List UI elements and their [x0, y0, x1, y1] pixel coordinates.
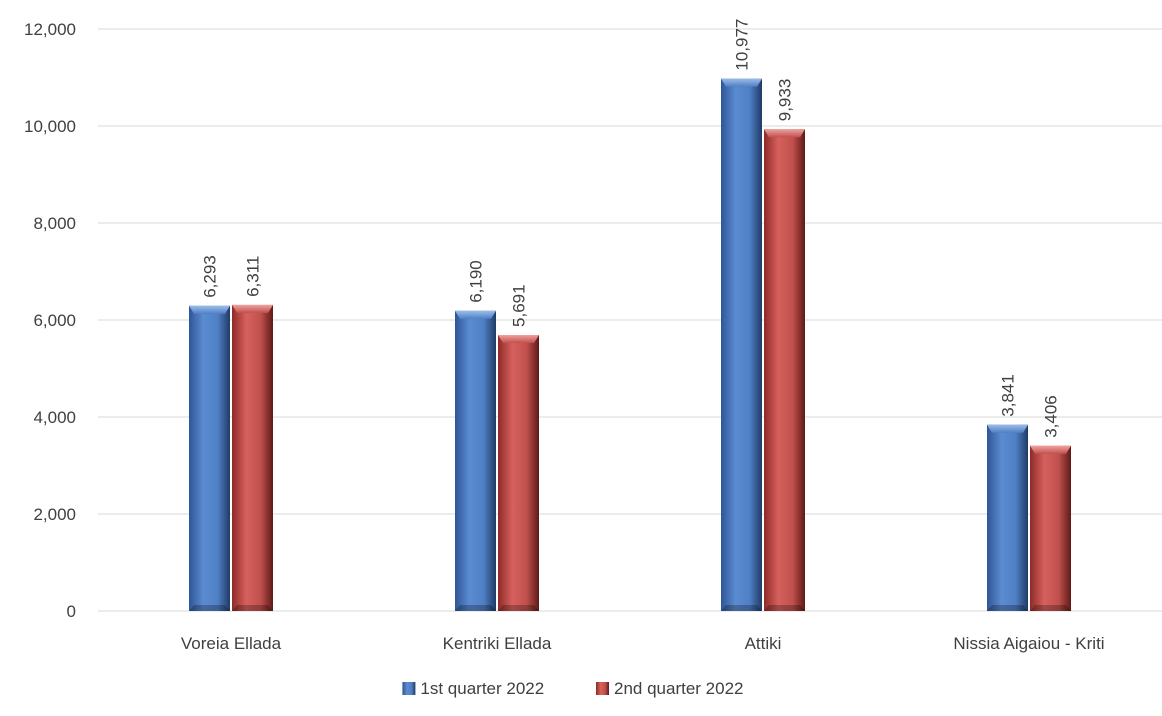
y-tick-label: 2,000 — [33, 505, 76, 524]
y-tick-label: 6,000 — [33, 311, 76, 330]
bar-bevel-top — [455, 311, 496, 319]
bar-bevel-bottom — [189, 605, 230, 611]
data-label: 6,293 — [201, 255, 220, 298]
data-label: 3,406 — [1042, 395, 1061, 438]
data-label: 5,691 — [510, 284, 529, 327]
y-axis-ticks: 0 2,000 4,000 6,000 8,000 10,000 12,000 — [24, 20, 76, 621]
bar-q2 — [498, 335, 539, 611]
y-tick-label: 10,000 — [24, 117, 76, 136]
data-label: 6,190 — [467, 260, 486, 303]
bar-bevel-top — [987, 425, 1028, 433]
bar-bevel-top — [189, 306, 230, 314]
data-label: 10,977 — [733, 19, 752, 71]
legend-label: 1st quarter 2022 — [420, 679, 544, 698]
y-tick-label: 4,000 — [33, 408, 76, 427]
bar-q2 — [1030, 446, 1071, 611]
bar-bevel-bottom — [232, 605, 273, 611]
bar-bevel-bottom — [498, 605, 539, 611]
legend-swatch-q1 — [402, 682, 415, 695]
data-label: 3,841 — [999, 374, 1018, 417]
bar-q2 — [232, 305, 273, 611]
bar-bevel-bottom — [455, 605, 496, 611]
bar-bevel-bottom — [1030, 605, 1071, 611]
data-label: 9,933 — [776, 79, 795, 122]
legend: 1st quarter 2022 2nd quarter 2022 — [402, 679, 743, 698]
bar-bevel-bottom — [764, 605, 805, 611]
bar-q1 — [721, 79, 762, 611]
legend-label: 2nd quarter 2022 — [614, 679, 744, 698]
bar-bevel-top — [498, 335, 539, 343]
x-axis-ticks: Voreia Ellada Kentriki Ellada Attiki Nissia… — [181, 634, 1105, 653]
legend-swatch-q2 — [596, 682, 609, 695]
x-tick-label: Nissia Aigaiou - Kriti — [953, 634, 1104, 653]
x-tick-label: Attiki — [745, 634, 782, 653]
bar-bevel-top — [721, 79, 762, 87]
bar-bevel-bottom — [721, 605, 762, 611]
data-labels: 6,293 6,311 6,190 5,691 10,977 9,933 3,841 3,40… — [201, 19, 1061, 438]
bar-q1 — [189, 306, 230, 611]
y-tick-label: 0 — [67, 602, 76, 621]
bar-bevel-top — [764, 129, 805, 137]
bar-bevel-top — [232, 305, 273, 313]
x-tick-label: Voreia Ellada — [181, 634, 282, 653]
y-tick-label: 8,000 — [33, 214, 76, 233]
data-label: 6,311 — [244, 256, 263, 297]
bars — [189, 79, 1071, 611]
bar-bevel-bottom — [987, 605, 1028, 611]
bar-bevel-top — [1030, 446, 1071, 454]
y-tick-label: 12,000 — [24, 20, 76, 39]
bar-q1 — [987, 425, 1028, 611]
bar-q1 — [455, 311, 496, 611]
bar-q2 — [764, 129, 805, 611]
x-tick-label: Kentriki Ellada — [443, 634, 552, 653]
